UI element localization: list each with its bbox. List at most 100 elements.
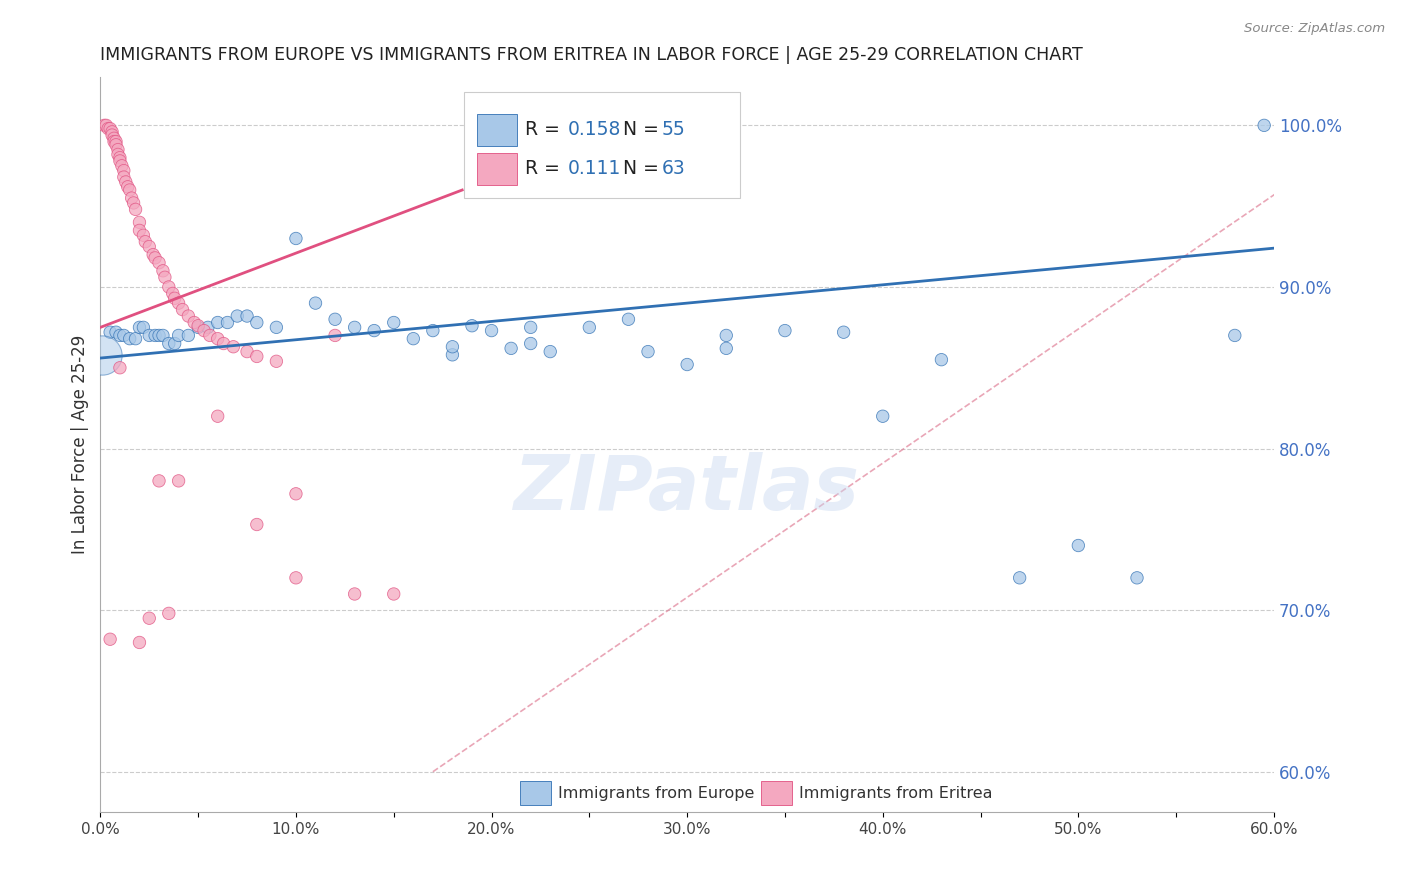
Point — [1223, 328, 1246, 343]
Point — [1008, 571, 1031, 585]
Point — [284, 231, 307, 245]
Point — [132, 320, 155, 334]
Point — [132, 228, 155, 243]
Point — [323, 312, 346, 326]
Point — [134, 235, 156, 249]
Point — [108, 151, 131, 165]
Text: R =: R = — [526, 160, 572, 178]
Point — [157, 336, 180, 351]
Point — [284, 571, 307, 585]
Point — [501, 342, 523, 356]
Point — [931, 352, 953, 367]
Point — [197, 320, 219, 334]
Point — [617, 312, 640, 326]
Point — [363, 324, 385, 338]
Point — [167, 296, 190, 310]
Point — [422, 324, 444, 338]
Point — [157, 280, 180, 294]
Text: R =: R = — [526, 120, 567, 139]
Point — [138, 239, 160, 253]
Point — [98, 325, 121, 339]
Point — [148, 474, 170, 488]
Point — [441, 340, 464, 354]
Point — [148, 256, 170, 270]
Point — [1126, 571, 1149, 585]
Point — [716, 328, 738, 343]
Point — [117, 179, 139, 194]
Point — [716, 342, 738, 356]
Text: IMMIGRANTS FROM EUROPE VS IMMIGRANTS FROM ERITREA IN LABOR FORCE | AGE 25-29 COR: IMMIGRANTS FROM EUROPE VS IMMIGRANTS FRO… — [100, 46, 1083, 64]
Point — [107, 143, 129, 157]
Point — [198, 328, 221, 343]
Point — [872, 409, 894, 424]
Point — [461, 318, 484, 333]
Point — [112, 163, 135, 178]
Point — [266, 320, 288, 334]
Point — [323, 328, 346, 343]
Point — [124, 202, 146, 217]
Point — [167, 328, 190, 343]
Point — [304, 296, 326, 310]
Point — [217, 316, 239, 330]
Point — [108, 328, 131, 343]
Point — [343, 587, 366, 601]
Point — [236, 344, 259, 359]
Text: N =: N = — [610, 120, 665, 139]
Point — [111, 159, 134, 173]
Point — [101, 125, 124, 139]
Point — [101, 128, 124, 142]
Point — [138, 611, 160, 625]
Point — [519, 320, 541, 334]
Point — [637, 344, 659, 359]
Point — [177, 328, 200, 343]
Point — [98, 632, 121, 647]
Point — [236, 309, 259, 323]
Text: 0.111: 0.111 — [568, 160, 621, 178]
Point — [773, 324, 796, 338]
Point — [382, 316, 405, 330]
Point — [402, 332, 425, 346]
FancyBboxPatch shape — [477, 153, 517, 185]
Point — [162, 286, 184, 301]
Point — [212, 336, 235, 351]
Point — [266, 354, 288, 368]
Point — [124, 332, 146, 346]
Text: N =: N = — [610, 160, 665, 178]
Point — [284, 487, 307, 501]
Point — [167, 474, 190, 488]
Point — [108, 360, 131, 375]
Point — [157, 607, 180, 621]
Point — [91, 348, 114, 362]
Text: 0.158: 0.158 — [568, 120, 621, 139]
Point — [105, 135, 128, 149]
FancyBboxPatch shape — [761, 781, 792, 805]
Point — [98, 121, 121, 136]
Point — [177, 309, 200, 323]
Point — [114, 175, 136, 189]
Point — [193, 324, 215, 338]
Point — [118, 183, 141, 197]
Text: 55: 55 — [661, 120, 685, 139]
Point — [246, 316, 269, 330]
Point — [152, 264, 174, 278]
Point — [103, 131, 125, 145]
Text: Immigrants from Europe: Immigrants from Europe — [558, 786, 755, 800]
Point — [343, 320, 366, 334]
Point — [97, 121, 120, 136]
Point — [207, 316, 229, 330]
Point — [538, 344, 561, 359]
Point — [222, 340, 245, 354]
FancyBboxPatch shape — [477, 113, 517, 146]
Point — [382, 587, 405, 601]
Point — [832, 325, 855, 339]
Point — [246, 517, 269, 532]
Point — [128, 215, 150, 229]
Text: 63: 63 — [661, 160, 685, 178]
Point — [128, 223, 150, 237]
Point — [163, 336, 186, 351]
Point — [93, 119, 115, 133]
Point — [122, 195, 145, 210]
Point — [441, 348, 464, 362]
Point — [153, 270, 176, 285]
Text: ZIPatlas: ZIPatlas — [515, 451, 860, 525]
